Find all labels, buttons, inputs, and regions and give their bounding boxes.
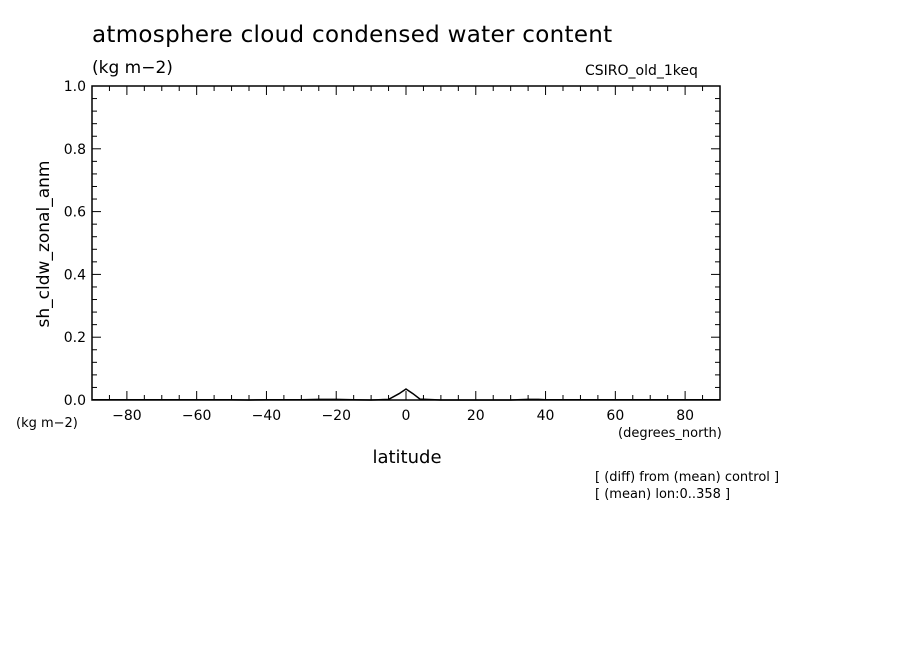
chart-title: atmosphere cloud condensed water content <box>92 22 613 48</box>
annotation-diff: [ (diff) from (mean) control ] <box>595 470 780 485</box>
y-tick-label: 0.0 <box>64 393 86 409</box>
axis-tick-labels: −80 −60 −40 −20 0 20 40 60 80 0.0 0.2 0.4 0.6 0.8 1.0 <box>64 79 694 424</box>
y-tick-label: 0.4 <box>64 267 86 283</box>
x-tick-label: 0 <box>402 408 411 424</box>
x-tick-label: −60 <box>182 408 212 424</box>
x-axis-units: (degrees_north) <box>618 426 722 441</box>
x-tick-label: −20 <box>321 408 351 424</box>
chart-units: (kg m−2) <box>92 58 173 78</box>
y-tick-label: 0.8 <box>64 142 86 158</box>
y-tick-label: 0.6 <box>64 205 86 221</box>
y-axis-label: sh_cldw_zonal_anm <box>34 160 54 328</box>
x-tick-label: 40 <box>537 408 555 424</box>
series-line <box>92 388 720 401</box>
y-tick-label: 0.2 <box>64 330 86 346</box>
x-tick-label: 60 <box>606 408 624 424</box>
model-name: CSIRO_old_1keq <box>585 63 698 79</box>
y-tick-label: 1.0 <box>64 79 86 95</box>
data-series <box>92 388 720 401</box>
x-tick-label: −80 <box>112 408 142 424</box>
x-tick-label: −40 <box>252 408 282 424</box>
plot-frame <box>91 85 721 401</box>
x-tick-label: 80 <box>676 408 694 424</box>
y-axis-units: (kg m−2) <box>16 416 78 431</box>
axis-ticks <box>91 85 721 401</box>
x-axis-label: latitude <box>372 447 442 468</box>
annotation-mean: [ (mean) lon:0..358 ] <box>595 487 731 502</box>
x-tick-label: 20 <box>467 408 485 424</box>
